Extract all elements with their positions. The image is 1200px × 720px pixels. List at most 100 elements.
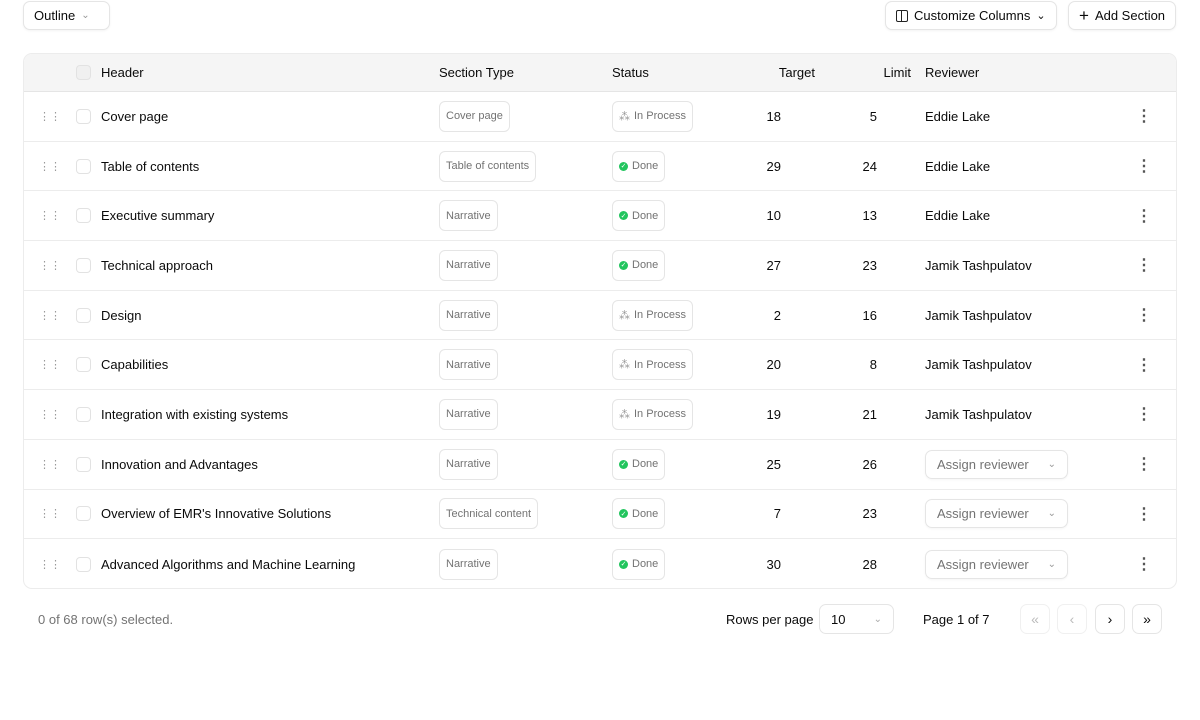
assign-reviewer-select[interactable]: Assign reviewer ⌄ (925, 549, 1068, 579)
first-page-button[interactable]: « (1020, 604, 1050, 634)
drag-handle-icon[interactable]: ⋮⋮ (39, 558, 61, 571)
more-vertical-icon[interactable]: ⋮ (1136, 356, 1152, 374)
limit-value[interactable]: 16 (862, 307, 877, 323)
select-all-checkbox[interactable] (76, 65, 91, 80)
section-header[interactable]: Capabilities (101, 357, 169, 373)
drag-handle-icon[interactable]: ⋮⋮ (39, 110, 61, 123)
table-row: ⋮⋮ Cover page Cover page ⁂ In Process 18 … (24, 92, 1176, 142)
loader-icon: ⁂ (619, 359, 630, 372)
drag-handle-icon[interactable]: ⋮⋮ (39, 359, 61, 372)
col-status[interactable]: Status (612, 65, 649, 80)
limit-value[interactable]: 23 (862, 257, 877, 273)
loader-icon: ⁂ (619, 309, 630, 322)
section-header[interactable]: Table of contents (101, 158, 200, 174)
target-value[interactable]: 7 (773, 506, 781, 522)
limit-value[interactable]: 21 (862, 406, 877, 422)
row-checkbox[interactable] (76, 556, 91, 572)
col-target[interactable]: Target (778, 65, 815, 80)
limit-value[interactable]: 13 (862, 208, 877, 224)
customize-columns-label: Customize Columns (914, 8, 1031, 23)
more-vertical-icon[interactable]: ⋮ (1136, 456, 1152, 474)
col-limit[interactable]: Limit (883, 65, 911, 80)
reviewer-name: Jamik Tashpulatov (925, 257, 1032, 273)
more-vertical-icon[interactable]: ⋮ (1136, 307, 1152, 325)
chevron-down-icon: ⌄ (81, 10, 90, 21)
target-value[interactable]: 10 (766, 208, 781, 224)
drag-handle-icon[interactable]: ⋮⋮ (39, 309, 61, 322)
next-page-button[interactable]: › (1095, 604, 1125, 634)
loader-icon: ⁂ (619, 110, 630, 123)
status-badge: ✓ Done (612, 448, 666, 480)
status-badge: ✓ Done (612, 150, 666, 182)
row-checkbox[interactable] (76, 108, 91, 124)
last-page-button[interactable]: » (1132, 604, 1162, 634)
limit-value[interactable]: 28 (862, 556, 877, 572)
drag-handle-icon[interactable]: ⋮⋮ (39, 210, 61, 223)
table-row: ⋮⋮ Design Narrative ⁂ In Process 2 16 Jam… (24, 291, 1176, 341)
more-vertical-icon[interactable]: ⋮ (1136, 158, 1152, 176)
limit-value[interactable]: 26 (862, 456, 877, 472)
chevron-down-icon: ⌄ (1047, 558, 1056, 570)
more-vertical-icon[interactable]: ⋮ (1136, 108, 1152, 126)
drag-handle-icon[interactable]: ⋮⋮ (39, 160, 61, 173)
section-type-badge: Narrative (439, 398, 498, 430)
row-checkbox[interactable] (76, 456, 91, 472)
section-header[interactable]: Executive summary (101, 208, 215, 224)
limit-value[interactable]: 24 (862, 158, 877, 174)
target-value[interactable]: 2 (773, 307, 781, 323)
drag-handle-icon[interactable]: ⋮⋮ (39, 408, 61, 421)
target-value[interactable]: 30 (766, 556, 781, 572)
row-checkbox[interactable] (76, 257, 91, 273)
row-checkbox[interactable] (76, 357, 91, 373)
rows-per-page-select[interactable]: 10 ⌄ (819, 604, 894, 634)
customize-columns-button[interactable]: Customize Columns ⌄ (885, 1, 1057, 30)
check-circle-icon: ✓ (619, 559, 628, 569)
section-header[interactable]: Advanced Algorithms and Machine Learning (101, 556, 356, 572)
status-label: Done (632, 160, 659, 173)
limit-value[interactable]: 8 (869, 357, 877, 373)
section-header[interactable]: Technical approach (101, 257, 214, 273)
section-header[interactable]: Innovation and Advantages (101, 456, 258, 472)
add-section-button[interactable]: + Add Section (1068, 1, 1177, 30)
target-value[interactable]: 29 (766, 158, 781, 174)
assign-reviewer-select[interactable]: Assign reviewer ⌄ (925, 499, 1068, 529)
col-header[interactable]: Header (101, 65, 144, 80)
prev-page-button[interactable]: ‹ (1057, 604, 1087, 634)
target-value[interactable]: 18 (766, 108, 781, 124)
target-value[interactable]: 20 (766, 357, 781, 373)
add-section-label: Add Section (1094, 8, 1166, 23)
assign-reviewer-select[interactable]: Assign reviewer ⌄ (925, 449, 1068, 479)
check-circle-icon: ✓ (619, 211, 628, 221)
assign-reviewer-placeholder: Assign reviewer (937, 506, 1029, 522)
view-select[interactable]: Outline ⌄ (23, 1, 110, 30)
more-vertical-icon[interactable]: ⋮ (1136, 556, 1152, 574)
section-type-badge: Narrative (439, 299, 498, 331)
section-header[interactable]: Integration with existing systems (101, 406, 289, 422)
row-checkbox[interactable] (76, 506, 91, 522)
target-value[interactable]: 27 (766, 257, 781, 273)
row-checkbox[interactable] (76, 208, 91, 224)
row-checkbox[interactable] (76, 307, 91, 323)
section-header[interactable]: Overview of EMR's Innovative Solutions (101, 506, 332, 522)
section-header[interactable]: Design (101, 307, 142, 323)
target-value[interactable]: 19 (766, 406, 781, 422)
more-vertical-icon[interactable]: ⋮ (1136, 257, 1152, 275)
drag-handle-icon[interactable]: ⋮⋮ (39, 508, 61, 521)
section-header[interactable]: Cover page (101, 108, 169, 124)
reviewer-name: Eddie Lake (925, 158, 991, 174)
row-checkbox[interactable] (76, 158, 91, 174)
reviewer-name: Jamik Tashpulatov (925, 357, 1032, 373)
target-value[interactable]: 25 (766, 456, 781, 472)
drag-handle-icon[interactable]: ⋮⋮ (39, 458, 61, 471)
limit-value[interactable]: 5 (869, 108, 877, 124)
more-vertical-icon[interactable]: ⋮ (1136, 406, 1152, 424)
limit-value[interactable]: 23 (862, 506, 877, 522)
rows-per-page-label: Rows per page (726, 612, 814, 627)
row-checkbox[interactable] (76, 406, 91, 422)
more-vertical-icon[interactable]: ⋮ (1136, 207, 1152, 225)
more-vertical-icon[interactable]: ⋮ (1136, 505, 1152, 523)
col-section-type[interactable]: Section Type (439, 65, 514, 80)
table-body: ⋮⋮ Cover page Cover page ⁂ In Process 18 … (24, 92, 1176, 588)
drag-handle-icon[interactable]: ⋮⋮ (39, 259, 61, 272)
col-reviewer[interactable]: Reviewer (925, 65, 980, 80)
